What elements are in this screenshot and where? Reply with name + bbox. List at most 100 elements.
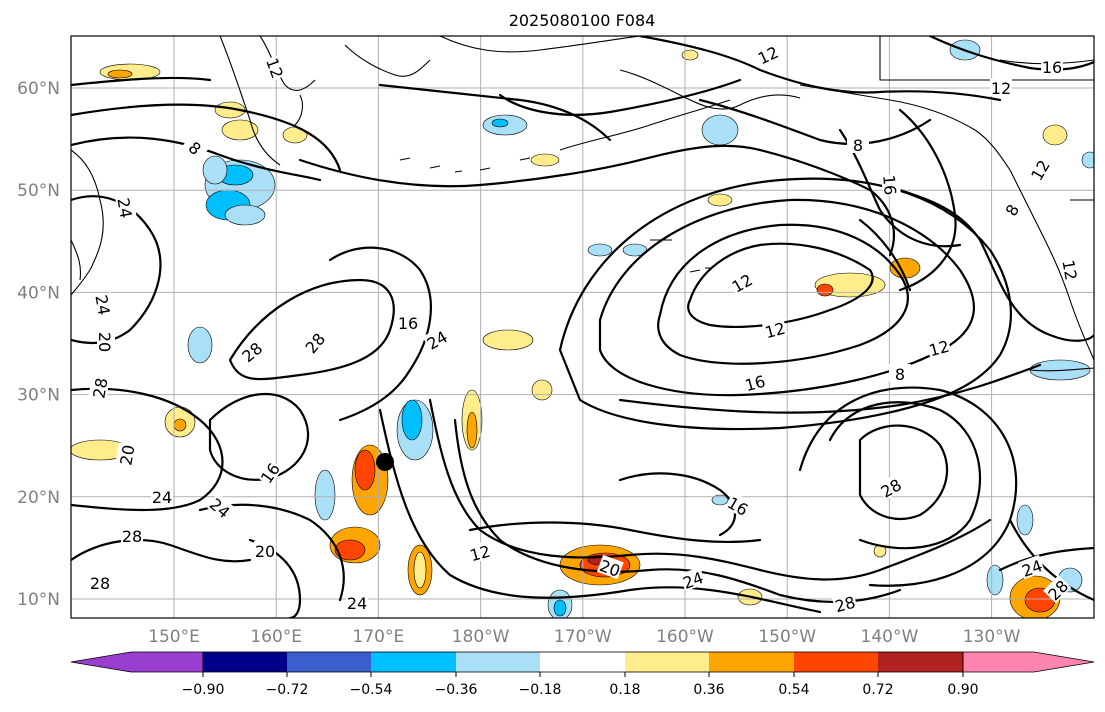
contour-label-bg	[925, 335, 952, 359]
contour-label: 24	[152, 488, 172, 507]
shaded-anomaly	[553, 599, 567, 617]
colorbar-tick-label: 0.72	[862, 682, 893, 698]
contour-label: 8	[895, 365, 905, 384]
contour-label: 20	[255, 542, 275, 561]
contour-label: 16	[1042, 58, 1062, 77]
contour-label-bg	[88, 375, 110, 401]
contour-label: 16	[743, 372, 768, 396]
contour-label: 28	[89, 376, 111, 399]
colorbar-tick-label: −0.18	[519, 682, 562, 698]
colorbar-segment	[371, 652, 456, 672]
contour-label-bg	[346, 593, 368, 611]
contour-label: 12	[927, 337, 952, 361]
contour-label-bg	[115, 195, 137, 221]
colorbar: −0.90 −0.72 −0.54 −0.36 −0.18 0.18 0.36 0.54 0.7…	[70, 651, 1095, 698]
longitude-label: 170°E	[353, 627, 405, 647]
shaded-anomaly	[466, 411, 478, 449]
shaded-anomaly	[482, 329, 534, 351]
colorbar-segment	[203, 652, 287, 672]
contour-label: 24	[113, 196, 135, 219]
shaded-anomaly	[413, 551, 427, 589]
shaded-anomaly	[530, 153, 560, 167]
shaded-anomaly	[986, 564, 1004, 596]
contour-label-bg	[115, 442, 137, 468]
latitude-labels: 60°N 50°N 40°N 30°N 20°N 10°N	[17, 79, 60, 610]
colorbar-tick-label: −0.72	[266, 682, 309, 698]
contour-label: 12	[991, 79, 1011, 98]
contour-label-bg	[889, 364, 911, 382]
contour-label-bg	[397, 313, 419, 331]
contour-label-bg	[181, 133, 210, 162]
shaded-anomaly	[173, 418, 187, 432]
shaded-anomaly	[681, 49, 699, 61]
colorbar-tick-label: 0.90	[947, 682, 978, 698]
contour-label-bg	[727, 268, 756, 296]
contour-label-bg	[466, 540, 493, 564]
colorbar-segment	[962, 651, 1095, 673]
contour-label: 24	[91, 293, 113, 316]
longitude-label: 170°W	[554, 627, 612, 647]
latitude-label: 20°N	[17, 488, 60, 508]
map-title: 2025080100 F084	[509, 11, 656, 30]
shaded-anomaly	[491, 118, 509, 128]
map-frame	[70, 35, 1095, 619]
shaded-anomaly	[354, 449, 376, 491]
contour-label: 28	[833, 593, 858, 617]
colorbar-tick-label: 0.18	[609, 682, 640, 698]
contour-label-bg	[1043, 575, 1072, 604]
shaded-anomaly	[224, 204, 266, 226]
shaded-anomaly	[202, 155, 228, 185]
contour-label-bg	[237, 337, 266, 366]
longitude-label: 130°W	[963, 627, 1021, 647]
contour-label-bg	[254, 541, 276, 559]
contour-label: 12	[763, 319, 788, 343]
longitude-label: 150°E	[148, 627, 200, 647]
shaded-anomaly	[701, 114, 739, 146]
colorbar-segment	[456, 652, 540, 672]
shaded-anomaly	[1042, 124, 1068, 146]
contour-label-bg	[724, 491, 753, 519]
contour-label-bg	[255, 458, 283, 487]
colorbar-outline	[202, 651, 964, 673]
contour-label-bg	[121, 526, 143, 544]
contour-label-bg	[300, 328, 329, 357]
shaded-anomaly	[401, 399, 423, 441]
colorbar-tick-label: 0.36	[693, 682, 724, 698]
shaded-anomaly	[221, 119, 259, 141]
contour-label-bg	[1060, 257, 1082, 283]
contour-label-bg	[596, 554, 624, 580]
contour-label-bg	[997, 195, 1025, 224]
colorbar-segment	[70, 651, 204, 673]
colorbar-segment	[794, 652, 878, 672]
contour-label: 16	[879, 174, 900, 196]
black-dot-icon	[376, 453, 394, 471]
shaded-anomaly	[107, 69, 133, 79]
contour-label: 8	[853, 136, 863, 155]
shaded-anomaly	[531, 379, 553, 401]
contour-label-bg	[831, 591, 858, 615]
shaded-anomaly	[1081, 151, 1094, 169]
colorbar-segment	[287, 652, 371, 672]
contour-label-bg	[1025, 155, 1053, 184]
latitude-label: 50°N	[17, 181, 60, 201]
longitude-label: 140°W	[861, 627, 919, 647]
coastlines	[71, 36, 1094, 372]
contour-label-bg	[89, 573, 111, 591]
contour-label: 28	[122, 527, 142, 546]
longitude-label: 180°W	[452, 627, 510, 647]
contour-label: 12	[1058, 258, 1080, 281]
shaded-anomaly	[711, 494, 729, 506]
contour-label-bg	[97, 331, 115, 353]
shaded-anomaly	[314, 469, 336, 521]
contour-label-bg	[876, 473, 905, 501]
contour-label: 28	[90, 574, 110, 593]
contour-label-bg	[1041, 57, 1063, 75]
colorbar-segment	[540, 652, 625, 672]
contour-label-bg	[847, 135, 869, 153]
shaded-anomaly	[707, 193, 733, 207]
contour-label-bg	[741, 370, 768, 394]
longitude-label: 160°W	[656, 627, 714, 647]
contour-label-bg	[761, 317, 788, 341]
